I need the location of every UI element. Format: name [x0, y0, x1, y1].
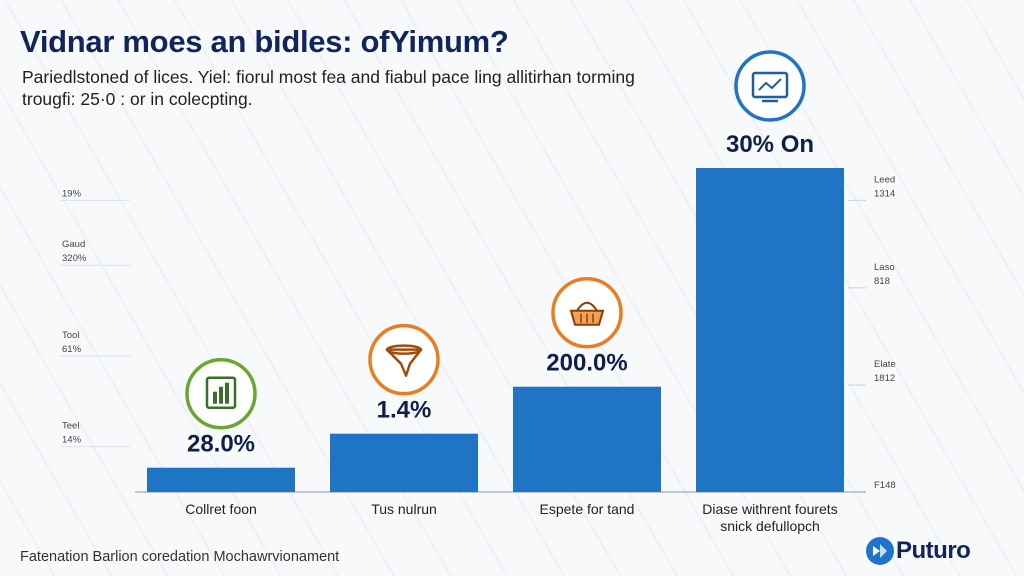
bar-value-label: 1.4%: [377, 397, 432, 424]
bar-value-label: 28.0%: [187, 431, 255, 458]
right-tick-label: 818: [874, 276, 890, 287]
right-tick-label: 1812: [874, 373, 895, 384]
category-label: Tus nulrun: [371, 501, 437, 517]
bar-value-label: 200.0%: [546, 350, 627, 377]
funnel-icon: [368, 323, 440, 396]
bar-chart-icon: [185, 357, 257, 430]
footer-caption: Fatenation Barlion coredation Mochawrvio…: [20, 549, 340, 565]
left-tick-name: Teel: [62, 421, 79, 432]
right-tick-name: Elate: [874, 359, 896, 370]
bar: [513, 386, 661, 492]
left-tick-label: 19%: [62, 188, 82, 199]
left-tick-label: 61%: [62, 344, 82, 355]
bar: [147, 467, 295, 492]
monitor-chart-icon: [734, 50, 806, 122]
right-tick-name: Laso: [874, 262, 895, 273]
logo-wordmark: Puturo: [896, 537, 971, 564]
bar-value-label: 30% On: [726, 131, 814, 158]
brand-logo: Puturo: [866, 536, 971, 566]
subtitle-line-1: Pariedlstoned of lices. Yiel: fiorul mos…: [22, 67, 635, 87]
bar: [696, 168, 844, 492]
right-tick-label: F148: [874, 480, 896, 491]
page-subtitle: Pariedlstoned of lices. Yiel: fiorul mos…: [22, 66, 722, 110]
category-label: Collret foon: [185, 501, 257, 517]
left-tick-label: 14%: [62, 435, 82, 446]
page-title: Vidnar moes an bidles: ofYimum?: [20, 24, 509, 59]
right-tick-name: Leed: [874, 174, 895, 185]
basket-icon: [551, 276, 623, 349]
category-label: snick defullopch: [720, 518, 820, 534]
left-tick-name: Tool: [62, 330, 79, 341]
left-tick-name: Gaud: [62, 239, 85, 250]
logo-mark-icon: [866, 537, 894, 565]
category-label: Diase withrent fourets: [702, 501, 837, 517]
bar: [330, 433, 478, 492]
right-tick-label: 1314: [874, 188, 895, 199]
left-tick-label: 320%: [62, 253, 87, 264]
subtitle-line-2: trougfi: 25·0 : or in colecpting.: [22, 89, 253, 109]
category-label: Espete for tand: [540, 501, 635, 517]
